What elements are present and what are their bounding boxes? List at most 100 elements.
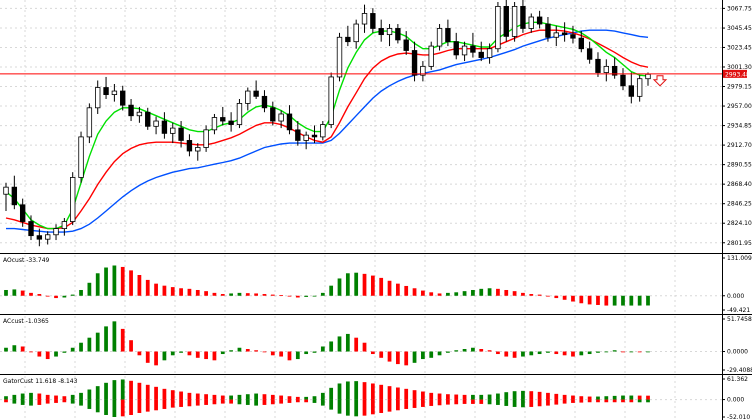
histogram-bar <box>254 399 259 406</box>
histogram-bar <box>4 396 8 400</box>
histogram-bar <box>320 346 325 352</box>
histogram-bar <box>446 399 450 405</box>
candle-body-bull <box>136 111 143 117</box>
histogram-bar <box>4 399 8 403</box>
candle-body-bull <box>495 6 501 50</box>
histogram-bar <box>237 399 242 405</box>
histogram-bar <box>279 399 284 404</box>
candle-body-bear <box>145 111 151 127</box>
candle <box>270 101 276 126</box>
histogram-bar <box>379 277 384 296</box>
histogram-bar <box>612 399 617 403</box>
y-tick-label: 0.0000 <box>727 349 748 356</box>
histogram-bar <box>487 350 492 352</box>
histogram-bar <box>487 288 492 296</box>
histogram-bar <box>587 399 592 403</box>
candle <box>420 61 426 82</box>
histogram-bar <box>20 393 25 400</box>
histogram-bar <box>45 351 50 360</box>
candle-body-bull <box>236 102 243 125</box>
histogram-bar <box>345 399 350 416</box>
histogram-bar <box>345 381 350 400</box>
y-tick-label: -52.010 <box>727 414 750 420</box>
candle <box>103 76 109 99</box>
candle <box>70 172 76 226</box>
histogram-bar <box>546 399 550 406</box>
histogram-bar <box>229 350 233 352</box>
y-tick-label: 3001.30 <box>727 64 752 71</box>
histogram-bar <box>170 287 175 296</box>
histogram-bar <box>87 389 92 400</box>
candle <box>278 110 284 129</box>
candle-body-bull <box>153 120 159 127</box>
current-price-tag <box>723 69 747 78</box>
histogram-bar <box>70 394 75 400</box>
candle-body-bull <box>636 78 643 97</box>
histogram-bar <box>370 383 375 400</box>
histogram-bar <box>562 351 567 356</box>
histogram-bar <box>354 337 359 352</box>
histogram-bar <box>479 349 484 352</box>
histogram-bar <box>12 394 17 400</box>
candle <box>470 32 476 58</box>
histogram-bar <box>295 399 300 403</box>
histogram-bar <box>629 399 634 403</box>
y-tick-label: 0.000 <box>727 293 744 300</box>
histogram-bar <box>279 295 284 296</box>
histogram-bar <box>287 396 292 400</box>
candle-body-bear <box>261 95 268 109</box>
histogram-bar <box>362 382 367 400</box>
histogram-bar <box>170 390 175 400</box>
candle <box>645 72 651 86</box>
y-tick-label: 0.000 <box>727 397 744 404</box>
histogram-bar <box>496 393 500 400</box>
histogram-bar <box>395 283 400 296</box>
histogram-bar <box>270 294 275 296</box>
candle-body-bear <box>228 120 234 125</box>
histogram-bar <box>554 393 559 400</box>
histogram-bar <box>254 350 259 352</box>
y-tick-label: 2846.25 <box>727 201 752 208</box>
histogram-bar <box>587 396 592 400</box>
histogram-bar <box>137 382 142 400</box>
candle-body-bull <box>386 28 393 36</box>
histogram-bar <box>537 391 542 400</box>
histogram-bar <box>587 351 592 355</box>
histogram-bar <box>354 381 359 400</box>
histogram-bar <box>646 395 650 400</box>
y-tick-label: 51.7458 <box>727 316 752 323</box>
histogram-bar <box>129 340 133 352</box>
histogram-bar <box>537 351 542 355</box>
candle-body-bear <box>520 6 526 29</box>
histogram-bar <box>37 294 42 296</box>
histogram-bar <box>462 394 467 400</box>
histogram-bar <box>70 294 75 296</box>
histogram-bar <box>287 295 292 297</box>
candle-body-bull <box>170 127 176 134</box>
histogram-bar <box>521 390 525 400</box>
histogram-bar <box>70 347 75 352</box>
histogram-bar <box>370 399 375 415</box>
candle-body-bear <box>545 23 551 38</box>
histogram-bar <box>154 283 158 296</box>
histogram-bar <box>404 285 409 296</box>
candle-body-bear <box>470 45 476 53</box>
histogram-bar <box>379 399 384 413</box>
candle-body-bear <box>120 90 126 106</box>
y-tick-label: 2957.00 <box>727 103 752 110</box>
candle-body-bear <box>395 28 401 41</box>
histogram-bar <box>462 291 467 296</box>
candle-body-bear <box>36 235 43 240</box>
histogram-bar <box>295 396 300 400</box>
histogram-bar <box>329 399 334 410</box>
histogram-bar <box>471 394 475 400</box>
histogram-bar <box>471 289 475 296</box>
histogram-bar <box>287 399 292 403</box>
histogram-bar <box>437 393 442 400</box>
candle <box>353 19 359 49</box>
candle-body-bull <box>44 234 51 240</box>
histogram-bar <box>270 351 275 356</box>
histogram-bar <box>187 351 192 356</box>
histogram-bar <box>179 399 183 407</box>
histogram-bar <box>621 399 625 403</box>
